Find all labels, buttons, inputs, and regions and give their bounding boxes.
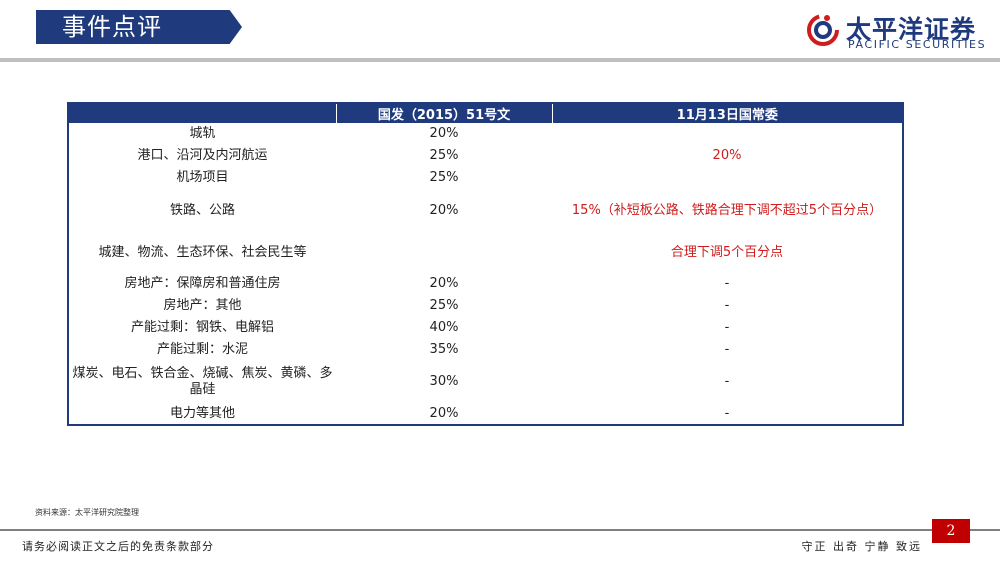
doc51-cell: 25% — [429, 298, 459, 313]
sector-cell: 房地产：其他 — [163, 298, 242, 313]
doc51-cell: 30% — [429, 374, 459, 389]
page-number: 2 — [932, 519, 970, 543]
sector-cell: 铁路、公路 — [169, 203, 235, 218]
table-row: 港口、沿河及内河航运 25% — [68, 145, 903, 167]
table-row: 产能过剩：钢铁、电解铝 40% - — [68, 317, 903, 339]
table-row: 城轨 20% 20% — [68, 123, 903, 163]
table-row: 机场项目 25% — [68, 167, 903, 189]
header-doc51: 国发（2015）51号文 — [335, 103, 552, 123]
state-council-cell: 20% — [712, 148, 742, 163]
header-sector — [68, 103, 336, 123]
capital-ratio-table: 国发（2015）51号文 11月13日国常委 城轨 20% 20% 港口、沿河及… — [67, 102, 904, 426]
sector-cell: 产能过剩：水泥 — [156, 342, 248, 357]
state-council-cell: - — [724, 374, 730, 389]
state-council-cell: - — [724, 298, 730, 313]
title-banner: 事件点评 — [36, 10, 242, 44]
disclaimer-text: 请务必阅读正文之后的免责条款部分 — [22, 540, 214, 553]
footer-divider — [0, 529, 1000, 531]
table-row: 产能过剩：水泥 35% - — [68, 339, 903, 361]
doc51-cell: 35% — [429, 342, 459, 357]
table-header-row: 国发（2015）51号文 11月13日国常委 — [68, 103, 903, 123]
sector-cell: 城轨 — [189, 126, 216, 141]
table-row: 城建、物流、生态环保、社会民生等 合理下调5个百分点 — [68, 233, 903, 273]
doc51-cell — [336, 233, 552, 273]
state-council-cell: - — [724, 405, 730, 421]
table-row: 房地产：保障房和普通住房 20% - — [68, 273, 903, 295]
company-logo: 太平洋证券 PACIFIC SECURITIES — [806, 8, 992, 54]
page-title: 事件点评 — [62, 13, 162, 41]
logo-name-cn: 太平洋证券 — [846, 15, 977, 44]
state-council-cell: - — [724, 276, 730, 291]
state-council-cell: - — [724, 342, 730, 357]
logo-name-en: PACIFIC SECURITIES — [848, 38, 987, 51]
doc51-cell: 25% — [429, 170, 459, 185]
header-state-council: 11月13日国常委 — [551, 103, 903, 123]
doc51-cell: 20% — [429, 203, 459, 218]
doc51-cell: 25% — [429, 148, 459, 163]
sector-cell: 港口、沿河及内河航运 — [137, 148, 268, 163]
doc51-cell: 20% — [429, 405, 459, 421]
sector-cell: 煤炭、电石、铁合金、烧碱、焦炭、黄磷、多晶硅 — [72, 366, 333, 397]
doc51-cell: 20% — [429, 276, 459, 291]
doc51-cell: 20% — [429, 126, 459, 141]
state-council-cell: 合理下调5个百分点 — [670, 245, 784, 260]
sector-cell: 房地产：保障房和普通住房 — [124, 276, 281, 291]
sector-cell: 产能过剩：钢铁、电解铝 — [130, 320, 274, 335]
sector-cell: 城建、物流、生态环保、社会民生等 — [98, 245, 307, 260]
state-council-cell: 15%（补短板公路、铁路合理下调不超过5个百分点） — [571, 203, 883, 218]
state-council-cell: - — [724, 320, 730, 335]
table-row: 房地产：其他 25% - — [68, 295, 903, 317]
sector-cell: 机场项目 — [176, 170, 229, 185]
source-note: 资料来源：太平洋研究院整理 — [35, 508, 139, 517]
header-divider — [0, 58, 1000, 62]
doc51-cell: 40% — [429, 320, 459, 335]
table-row: 煤炭、电石、铁合金、烧碱、焦炭、黄磷、多晶硅 30% - — [68, 361, 903, 403]
pacific-logo-icon — [807, 14, 839, 46]
company-motto: 守正 出奇 宁静 致远 — [801, 540, 922, 553]
table-row: 电力等其他 20% - — [68, 403, 903, 425]
table-row: 铁路、公路 20% 15%（补短板公路、铁路合理下调不超过5个百分点） — [68, 189, 903, 233]
sector-cell: 电力等其他 — [169, 405, 235, 421]
